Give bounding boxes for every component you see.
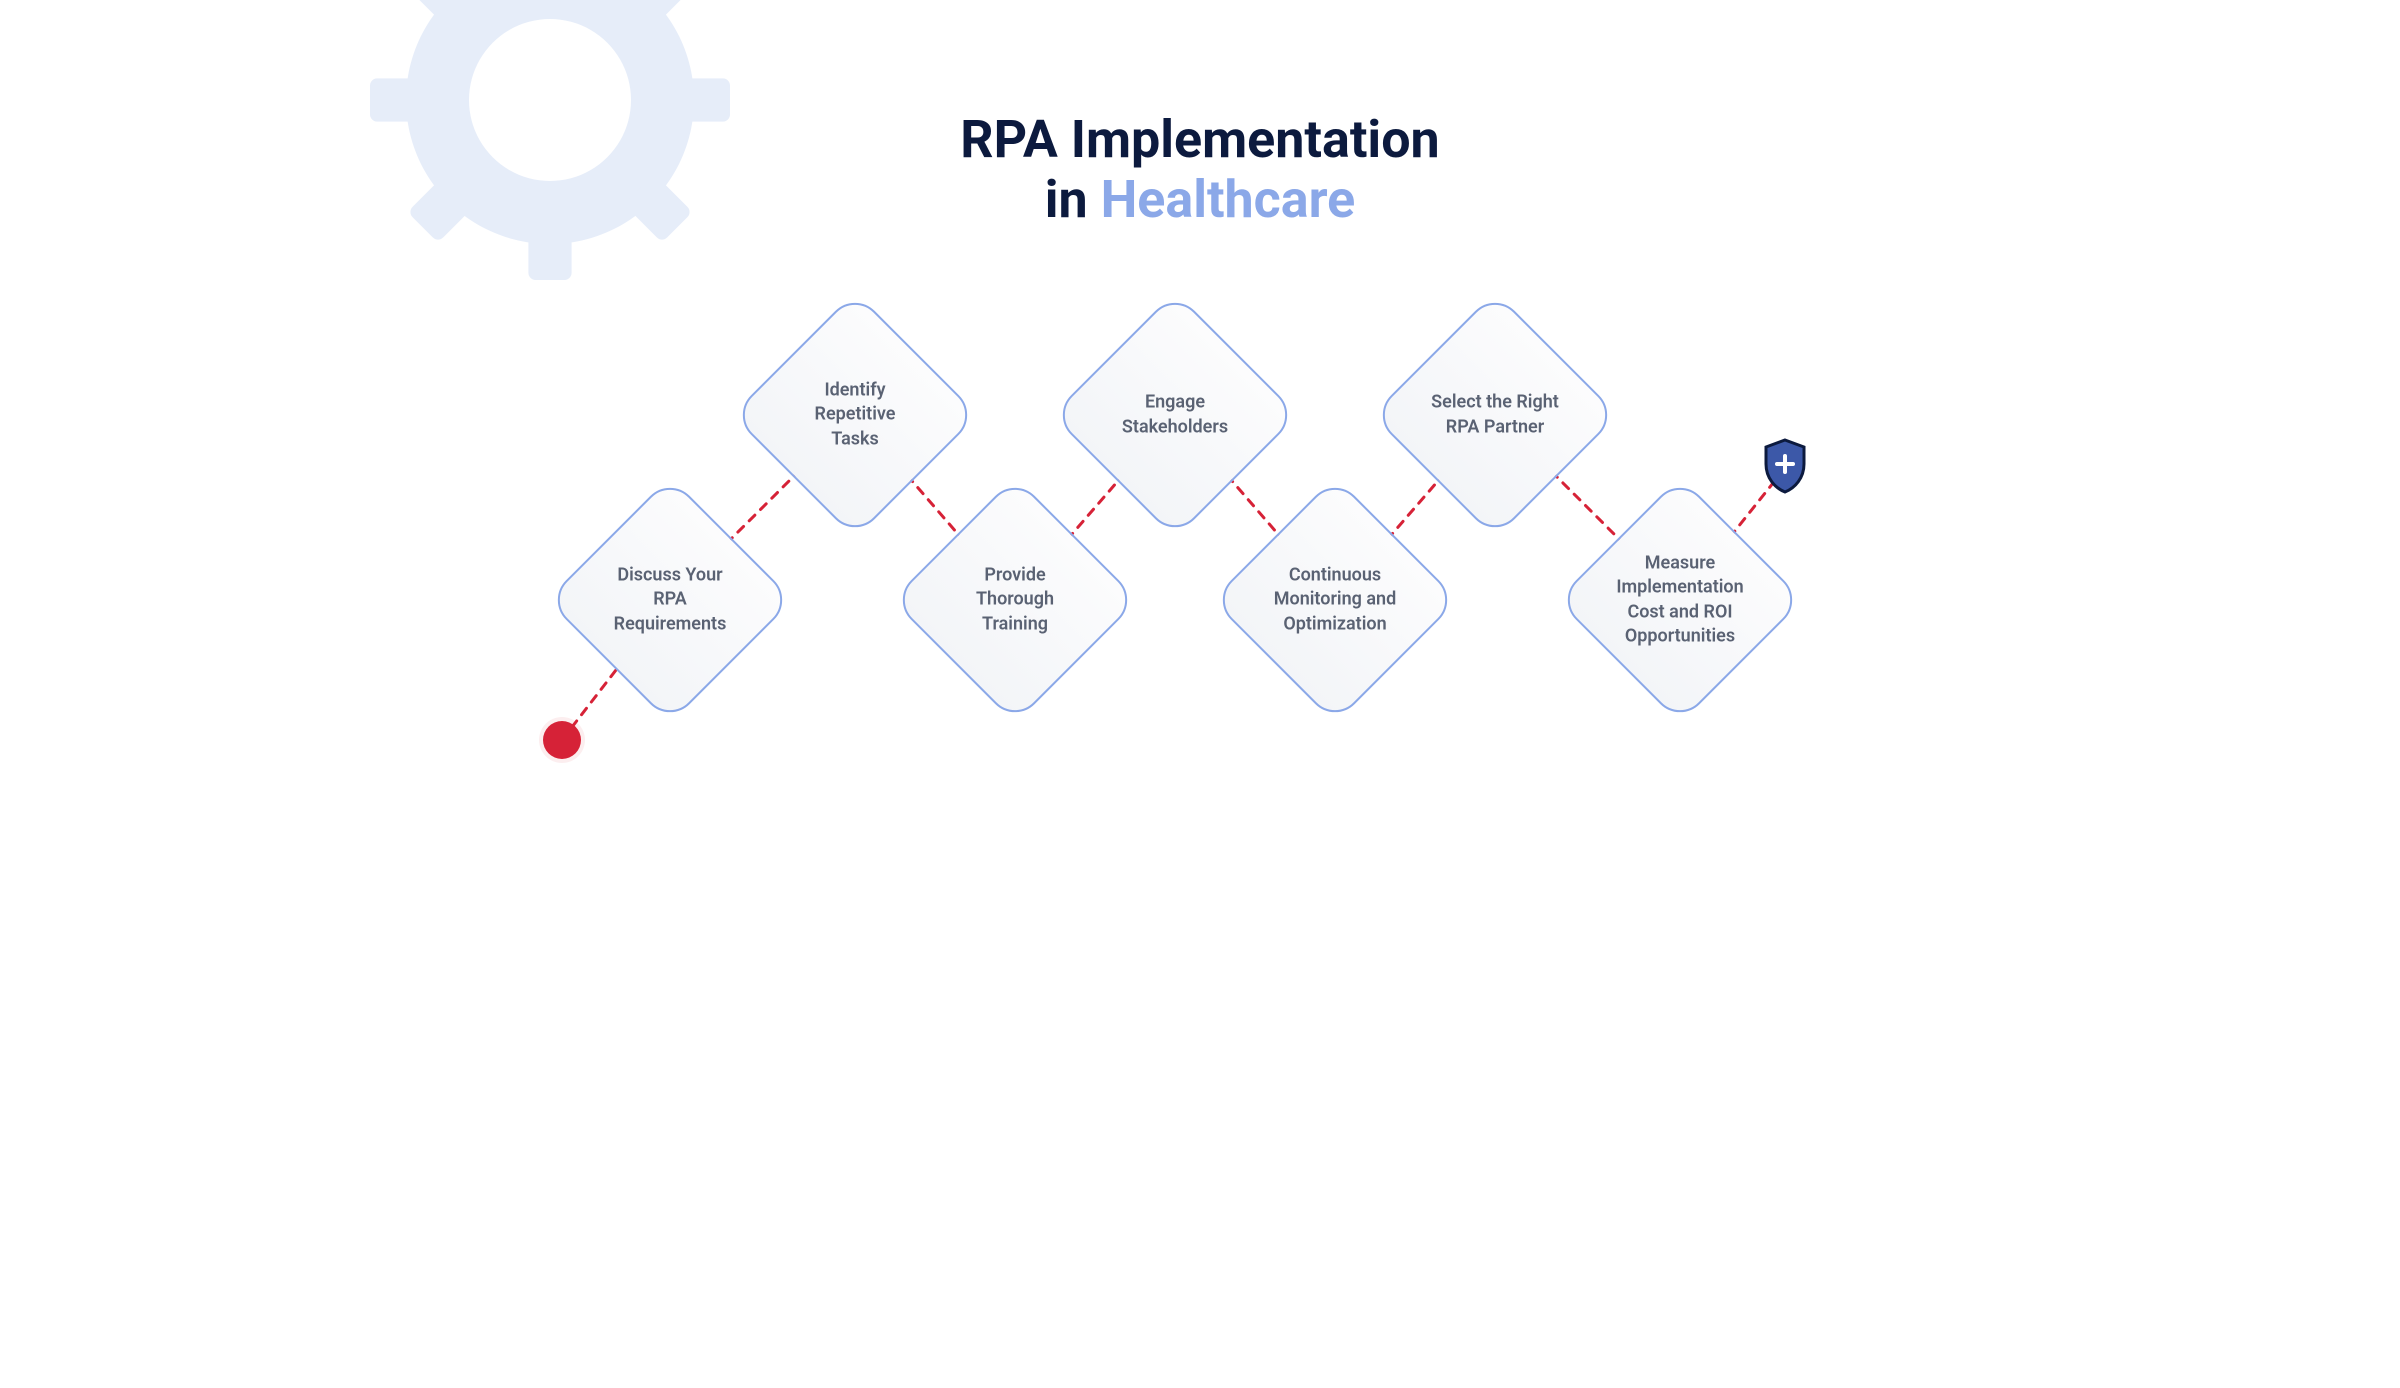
flow-node: Provide Thorough Training: [928, 513, 1103, 688]
title-line-2: in Healthcare: [450, 170, 1950, 230]
title-prefix: in: [1045, 169, 1101, 230]
start-dot-icon: [543, 721, 581, 759]
flow-node-label: Continuous Monitoring and Optimization: [1248, 513, 1423, 688]
flow-node-label: Provide Thorough Training: [928, 513, 1103, 688]
flow-node: Measure Implementation Cost and ROI Oppo…: [1593, 513, 1768, 688]
flow-node-label: Identify Repetitive Tasks: [768, 328, 943, 503]
page-title: RPA Implementation in Healthcare: [450, 110, 1950, 230]
title-line-1: RPA Implementation: [450, 110, 1950, 170]
flow-node: Identify Repetitive Tasks: [768, 328, 943, 503]
flow-node-label: Engage Stakeholders: [1088, 328, 1263, 503]
flow-node: Continuous Monitoring and Optimization: [1248, 513, 1423, 688]
flow-node-label: Measure Implementation Cost and ROI Oppo…: [1593, 513, 1768, 688]
flow-node: Select the Right RPA Partner: [1408, 328, 1583, 503]
flow-node: Engage Stakeholders: [1088, 328, 1263, 503]
infographic-canvas: RPA Implementation in Healthcare Discuss…: [450, 0, 1950, 868]
flow-node: Discuss Your RPA Requirements: [583, 513, 758, 688]
title-accent: Healthcare: [1101, 169, 1356, 230]
flow-node-label: Discuss Your RPA Requirements: [583, 513, 758, 688]
flow-node-label: Select the Right RPA Partner: [1408, 328, 1583, 503]
shield-plus-icon: [1762, 438, 1808, 498]
